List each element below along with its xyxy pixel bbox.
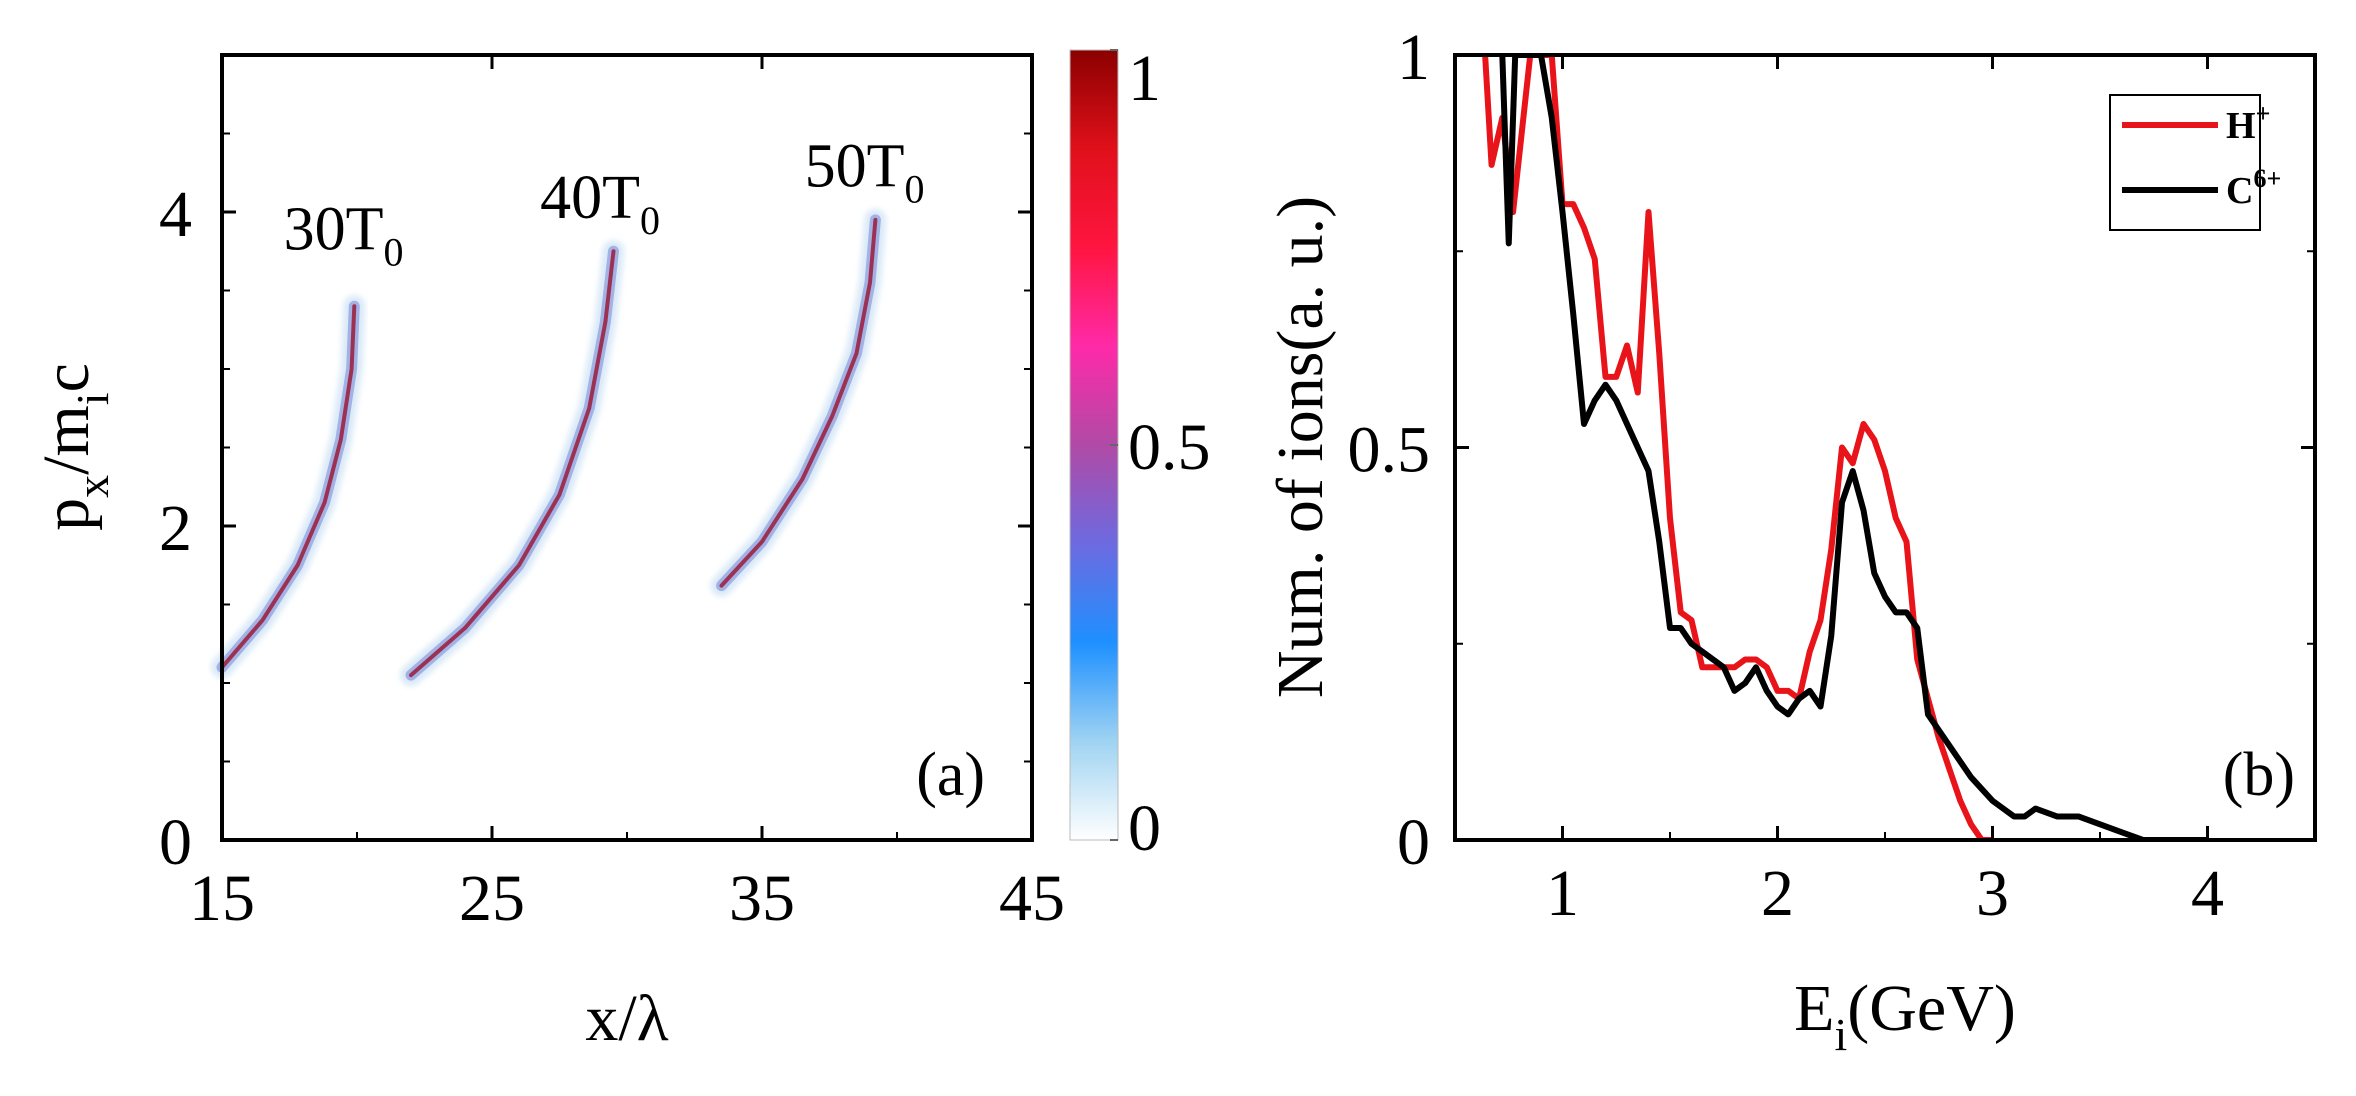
- colorbar: 00.51: [1069, 42, 1211, 865]
- colorbar-ticks: 00.51: [1110, 42, 1211, 865]
- panel-a-y-axis-label-group: px/mic: [30, 363, 118, 531]
- a-xtick-label: 25: [459, 862, 525, 935]
- ylabel-p: p: [30, 498, 103, 531]
- annotation-label: 30T0: [284, 195, 404, 274]
- colorbar-tick-label: 0.5: [1128, 411, 1211, 484]
- ylabel-mid: /m: [30, 405, 103, 475]
- xlabel-e: E: [1794, 972, 1834, 1045]
- series-line-H: [1482, 55, 1993, 840]
- ylabel-sub-i: i: [67, 392, 118, 405]
- legend: H+ C6+: [2109, 94, 2281, 231]
- b-xtick-label: 2: [1761, 857, 1794, 930]
- legend-label-c: C6+: [2226, 164, 2281, 212]
- panel-a-annotations: 30T0 40T0 50T0: [284, 133, 925, 275]
- a-xtick-label: 45: [999, 862, 1065, 935]
- b-xtick-label: 4: [2191, 857, 2224, 930]
- colorbar-tick-label: 0: [1128, 792, 1161, 865]
- panel-b-series-group: [1482, 55, 2208, 840]
- colorbar-tick-label: 1: [1128, 42, 1161, 115]
- legend-box: [2109, 94, 2261, 231]
- b-xtick-label: 1: [1546, 857, 1579, 930]
- panel-b-x-axis-label: Ei(GeV): [1794, 972, 2016, 1060]
- panel-a-background: [222, 55, 1032, 840]
- panel-b-label: (b): [2223, 741, 2295, 809]
- a-ytick-label: 2: [159, 492, 192, 565]
- panel-a-y-axis-label: px/mic: [30, 363, 118, 531]
- annotation-label: 50T0: [805, 133, 925, 212]
- b-ytick-label: 0: [1397, 806, 1430, 879]
- panel-b: 1 2 3 4 0 0.5 1 (b) Ei(GeV) Num. of ions(a. u.…: [1264, 21, 2317, 1060]
- panel-a-marks: [211, 208, 887, 687]
- streak-core-40T0: [409, 249, 616, 678]
- a-ytick-label: 0: [159, 806, 192, 879]
- ylabel-end: c: [30, 363, 103, 392]
- panel-b-ticks: 1 2 3 4 0 0.5 1: [1348, 21, 2315, 930]
- ylabel-sub-x: x: [67, 475, 118, 498]
- panel-b-marks: [1482, 55, 2208, 840]
- b-ytick-label: 0.5: [1348, 414, 1431, 487]
- panel-a-x-axis-label: x/λ: [585, 982, 668, 1055]
- streak-core-50T0: [719, 217, 878, 588]
- xlabel-end: (GeV): [1847, 972, 2016, 1045]
- panel-a-plot-area: 15 25 35 45 0 2 4: [159, 53, 1065, 935]
- panel-a-ticks: 15 25 35 45 0 2 4: [159, 55, 1065, 935]
- series-line-C: [1499, 55, 2208, 840]
- panel-a-label: (a): [916, 741, 985, 809]
- streak-core-30T0: [220, 304, 357, 670]
- a-xtick-label: 35: [729, 862, 795, 935]
- a-ytick-label: 4: [159, 178, 192, 251]
- annotation-label: 40T0: [540, 164, 660, 243]
- b-xtick-label: 3: [1976, 857, 2009, 930]
- b-ytick-label: 1: [1397, 21, 1430, 94]
- xlabel-sub-i: i: [1834, 1009, 1847, 1060]
- a-xtick-label: 15: [189, 862, 255, 935]
- legend-label-h: H+: [2226, 99, 2270, 147]
- panel-b-y-axis-label: Num. of ions(a. u.): [1264, 196, 1337, 698]
